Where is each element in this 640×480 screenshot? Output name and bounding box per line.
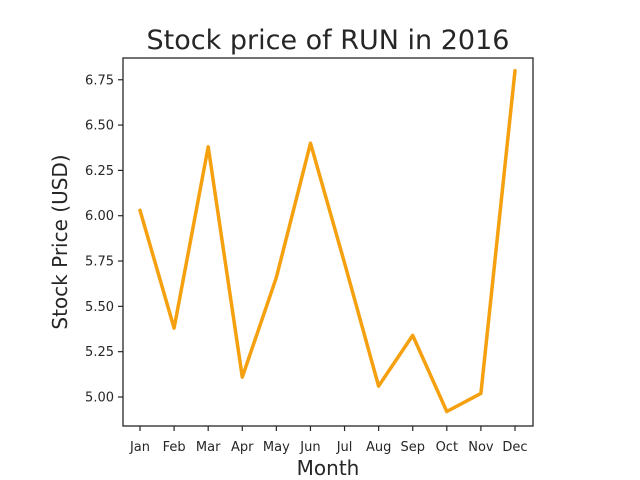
- y-tick-label: 6.75: [85, 73, 114, 88]
- x-tick-label: May: [263, 440, 290, 455]
- x-tick-label: Sep: [400, 440, 425, 455]
- x-tick-label: Jul: [336, 440, 353, 455]
- y-tick-label: 5.00: [85, 390, 114, 405]
- x-tick-label: Feb: [163, 440, 186, 455]
- x-tick-label: Dec: [502, 440, 527, 455]
- x-tick-label: Aug: [366, 440, 391, 455]
- chart-title: Stock price of RUN in 2016: [147, 25, 510, 56]
- x-tick-label: Oct: [436, 440, 458, 455]
- y-tick-label: 6.00: [85, 209, 114, 224]
- y-tick-label: 5.50: [85, 300, 114, 315]
- y-axis-label: Stock Price (USD): [48, 154, 72, 329]
- y-tick-label: 6.50: [85, 119, 114, 134]
- x-tick-label: Apr: [231, 440, 254, 455]
- price-line: [138, 68, 517, 414]
- x-tick-label: Jan: [129, 440, 150, 455]
- y-tick-label: 5.75: [85, 255, 114, 270]
- x-axis-label: Month: [297, 456, 360, 480]
- x-tick-label: Nov: [468, 440, 494, 455]
- x-tick-label: Mar: [196, 440, 221, 455]
- y-tick-label: 6.25: [85, 164, 114, 179]
- plot-area: [122, 57, 534, 427]
- y-tick-label: 5.25: [85, 345, 114, 360]
- x-tick-label: Jun: [299, 440, 320, 455]
- x-axis: Jan Feb Mar Apr May Jun Jul Aug Sep Oct Nov Dec: [129, 426, 528, 455]
- y-axis: 5.00 5.25 5.50 5.75 6.00 6.25 6.50 6.75: [85, 73, 123, 405]
